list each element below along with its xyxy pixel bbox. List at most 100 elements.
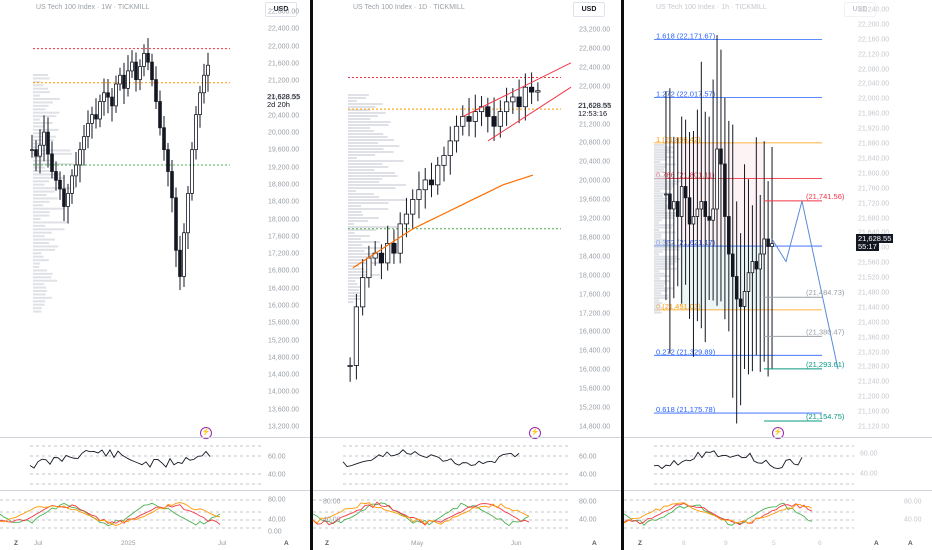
price-axis[interactable]: 22,800.00 22,400.00 22,000.00 21,600.00 21,2…	[266, 0, 310, 440]
candle	[766, 238, 770, 247]
volume-profile-bar	[33, 269, 48, 272]
price-tick: 14,400.00	[268, 371, 300, 379]
stoch-tick: 80.00	[268, 496, 286, 504]
price-tick: 21,120.00	[858, 423, 890, 431]
volume-profile-bar	[348, 214, 364, 216]
volume-profile-bar	[33, 180, 50, 183]
volume-profile-bar	[348, 250, 365, 252]
candle	[166, 149, 170, 172]
timezone-button[interactable]: Z	[638, 540, 642, 547]
volume-profile-bar	[348, 196, 380, 198]
stoch-line	[312, 502, 530, 527]
moving-average-line	[352, 174, 534, 269]
price-axis[interactable]: 23,200.00 22,800.00 22,400.00 22,000.00 21,6…	[577, 0, 621, 440]
panel-divider[interactable]	[621, 0, 624, 550]
candle	[378, 252, 385, 264]
price-tick: 18,000.00	[268, 216, 300, 223]
volume-profile-bar	[654, 165, 666, 168]
volume-profile-bar	[348, 292, 363, 294]
volume-profile-bar	[33, 197, 58, 200]
volume-profile-bar	[348, 136, 388, 138]
candle	[422, 179, 428, 191]
rsi-tick: 60.00	[268, 453, 286, 461]
price-tick: 17,200.00	[268, 250, 300, 258]
volume-profile-bar	[348, 199, 408, 201]
volume-profile-bar	[33, 84, 44, 87]
auto-scale-button[interactable]: A	[874, 540, 879, 547]
pane-separator[interactable]	[0, 490, 310, 491]
candle	[683, 186, 688, 199]
price-axis[interactable]: 22,240.00 22,200.00 22,160.00 22,120.00 22,0…	[856, 0, 900, 440]
volume-profile-bar	[654, 311, 662, 314]
candle	[102, 92, 106, 102]
volume-profile-bar	[654, 236, 662, 239]
volume-profile-bar	[654, 253, 660, 256]
volume-profile-bar	[654, 231, 676, 234]
currency-button[interactable]: USD	[265, 2, 297, 17]
currency-button[interactable]: USD	[573, 2, 605, 17]
timezone-button[interactable]: Z	[14, 540, 18, 547]
price-tick: 22,120.00	[858, 51, 890, 59]
volume-profile-bar	[33, 176, 65, 179]
target-label: (21,741.56)	[806, 192, 845, 201]
stoch-tick: 40.00	[579, 516, 597, 524]
candle	[360, 277, 366, 308]
pane-separator[interactable]	[313, 490, 621, 491]
volume-profile-bar	[348, 298, 361, 300]
pane-separator[interactable]	[0, 437, 310, 438]
price-tick: 21,720.00	[858, 200, 890, 208]
pane-separator[interactable]	[624, 490, 932, 491]
volume-profile-bar	[654, 219, 662, 222]
chart-panel-weekly[interactable]: US Tech 100 Index · 1W · TICKMILL USD 22…	[0, 0, 310, 550]
price-chart-area[interactable]: 1.618 (22,171.67) 1.272 (22,017.57) 1 (21,…	[624, 14, 854, 434]
volume-profile-bar	[654, 265, 671, 268]
chart-panel-hourly[interactable]: US Tech 100 Index · 1h · TICKMILL USD 1.…	[623, 0, 932, 550]
volume-profile-bar	[33, 228, 65, 231]
volume-profile-bar	[348, 133, 384, 135]
pane-separator[interactable]	[313, 437, 621, 438]
volume-profile-bar	[348, 211, 362, 213]
volume-profile-bar	[348, 277, 370, 279]
timezone-button[interactable]: Z	[325, 540, 329, 547]
lightning-icon[interactable]: ⚡	[200, 427, 212, 439]
volume-profile-bar	[654, 187, 672, 190]
volume-profile-bar	[33, 303, 45, 306]
price-tick: 19,200.00	[579, 215, 611, 223]
volume-profile-bar	[654, 207, 675, 210]
price-tick: 21,200.00	[858, 393, 890, 401]
volume-profile-bar	[33, 200, 50, 203]
candle	[182, 232, 186, 277]
volume-profile-bar	[654, 173, 661, 176]
price-chart-area[interactable]	[0, 14, 262, 434]
lightning-icon[interactable]: ⚡	[772, 427, 784, 439]
price-tick: 22,080.00	[858, 66, 890, 74]
panel-divider[interactable]	[310, 0, 313, 550]
chart-panel-daily[interactable]: US Tech 100 Index · 1D · TICKMILL USD 23…	[312, 0, 621, 550]
pane-separator[interactable]	[624, 437, 932, 438]
price-tick: 14,000.00	[268, 388, 300, 396]
volume-profile-bar	[348, 235, 370, 237]
candle	[170, 171, 174, 199]
volume-profile-bar	[654, 248, 680, 251]
target-label: (21,293.61)	[806, 360, 845, 369]
volume-profile-bar	[348, 121, 391, 123]
price-tick: 23,200.00	[579, 26, 611, 34]
auto-scale-button-2[interactable]: A	[908, 540, 913, 547]
auto-scale-button[interactable]: A	[592, 540, 597, 547]
candle	[158, 101, 162, 129]
volume-profile-bar	[33, 115, 57, 118]
stochastic-pane	[0, 499, 262, 529]
volume-profile-bar	[348, 208, 389, 210]
price-tick: 22,240.00	[858, 6, 890, 14]
price-tick: 20,400.00	[268, 112, 300, 120]
candle	[719, 148, 723, 165]
candle	[202, 74, 206, 94]
currency-button[interactable]: USD	[844, 2, 876, 17]
auto-scale-button[interactable]: A	[284, 540, 289, 547]
stoch-tick: 80.00	[323, 498, 341, 506]
candle	[734, 276, 739, 300]
volume-profile-bar	[654, 226, 672, 229]
price-chart-area[interactable]	[313, 14, 572, 434]
volume-profile-bar	[348, 103, 383, 105]
lightning-icon[interactable]: ⚡	[529, 427, 541, 439]
